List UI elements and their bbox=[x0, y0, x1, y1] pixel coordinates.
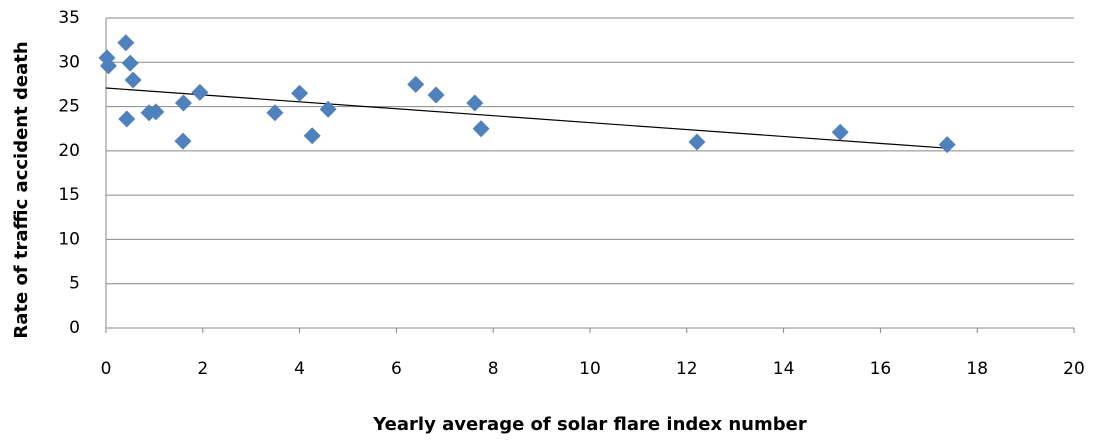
data-point bbox=[266, 104, 284, 122]
y-tick-label: 5 bbox=[69, 274, 80, 294]
data-point bbox=[427, 86, 445, 104]
y-tick-label: 15 bbox=[58, 185, 80, 205]
data-point bbox=[472, 120, 490, 138]
y-tick-label: 0 bbox=[69, 318, 80, 338]
x-tick-label: 2 bbox=[197, 359, 208, 379]
data-point bbox=[117, 34, 135, 52]
data-point bbox=[124, 71, 142, 89]
data-point bbox=[99, 57, 117, 75]
y-tick-label: 35 bbox=[58, 8, 80, 28]
data-point bbox=[407, 75, 425, 93]
data-point bbox=[831, 123, 849, 141]
data-point bbox=[291, 84, 309, 102]
y-tick-label: 25 bbox=[58, 97, 80, 117]
trendline bbox=[105, 87, 948, 149]
data-point bbox=[121, 54, 139, 72]
x-tick-label: 16 bbox=[870, 359, 892, 379]
data-point bbox=[938, 136, 956, 154]
x-tick-label: 20 bbox=[1063, 359, 1085, 379]
x-tick-label: 8 bbox=[488, 359, 499, 379]
y-axis-label: Rate of traffic accident death bbox=[11, 41, 32, 338]
x-tick-label: 12 bbox=[676, 359, 698, 379]
data-point bbox=[303, 127, 321, 145]
x-tick-label: 10 bbox=[579, 359, 601, 379]
x-tick-label: 4 bbox=[294, 359, 305, 379]
y-tick-label: 20 bbox=[58, 141, 80, 161]
data-point bbox=[319, 100, 337, 118]
y-tick-label: 30 bbox=[58, 52, 80, 72]
x-tick-label: 18 bbox=[966, 359, 988, 379]
data-point bbox=[688, 133, 706, 151]
data-point bbox=[118, 110, 136, 128]
x-tick-label: 6 bbox=[391, 359, 402, 379]
data-point bbox=[466, 94, 484, 112]
y-tick-label: 10 bbox=[58, 229, 80, 249]
data-point bbox=[174, 94, 192, 112]
x-tick-label: 0 bbox=[101, 359, 112, 379]
x-tick-label: 14 bbox=[773, 359, 795, 379]
data-point bbox=[174, 132, 192, 150]
data-point bbox=[191, 83, 209, 101]
x-axis-label: Yearly average of solar flare index numb… bbox=[372, 414, 807, 435]
data-point bbox=[147, 103, 165, 121]
